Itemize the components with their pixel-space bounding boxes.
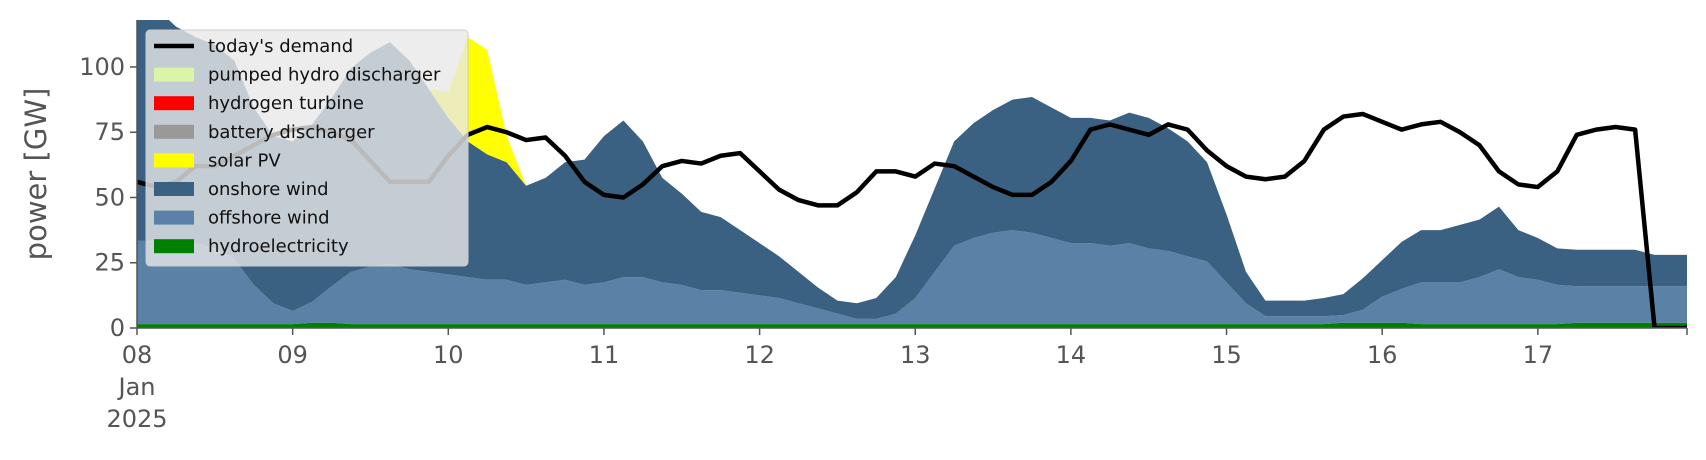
x-tick-label: 10 [433,341,464,369]
legend-swatch-solar-pv [154,153,194,168]
y-axis-title: power [GW] [19,88,53,261]
legend-label-onshore-wind: onshore wind [208,179,329,200]
x-tick-label: 14 [1056,341,1087,369]
x-tick-label: 15 [1211,341,1242,369]
y-tick-label: 0 [110,314,125,342]
legend-swatch-hydroelectricity [154,239,194,254]
legend-label-offshore-wind: offshore wind [208,208,330,229]
legend-label-hydroelectricity: hydroelectricity [208,236,349,257]
legend-label-solar-pv: solar PV [208,150,281,171]
x-tick-label: 11 [589,341,620,369]
legend-label-today-s-demand: today's demand [208,36,353,57]
area-offshore-wind [137,230,1687,325]
legend-label-battery-discharger: battery discharger [208,122,375,143]
x-tick-label: 13 [900,341,931,369]
y-tick-label: 50 [94,183,125,211]
legend-label-pumped-hydro-discharger: pumped hydro discharger [208,65,441,86]
y-tick-label: 100 [79,53,125,81]
x-tick-label: 09 [277,341,308,369]
x-tick-sublabel: 2025 [106,405,167,433]
legend-swatch-onshore-wind [154,182,194,196]
x-tick-label: 17 [1523,341,1554,369]
y-tick-label: 75 [94,118,125,146]
legend-swatch-hydrogen-turbine [154,96,194,111]
x-tick-label: 16 [1367,341,1398,369]
legend-swatch-offshore-wind [154,210,194,225]
legend-box [145,29,469,267]
area-layer [137,20,1687,328]
legend-label-hydrogen-turbine: hydrogen turbine [208,93,364,114]
legend-swatch-pumped-hydro-discharger [154,67,194,82]
axes-layer: 0 25 50 75 100 08 Jan 2025 09 10 11 12 13 14 15 16 17 [79,20,1688,433]
x-tick-label: 12 [744,341,775,369]
y-tick-label: 25 [94,249,125,277]
x-tick-label: 08 [122,341,153,369]
area-onshore-wind [137,20,1687,319]
legend-swatch-battery-discharger [154,124,194,139]
legend: today's demand pumped hydro discharger hyd… [145,29,469,267]
x-tick-sublabel: Jan [117,373,156,401]
